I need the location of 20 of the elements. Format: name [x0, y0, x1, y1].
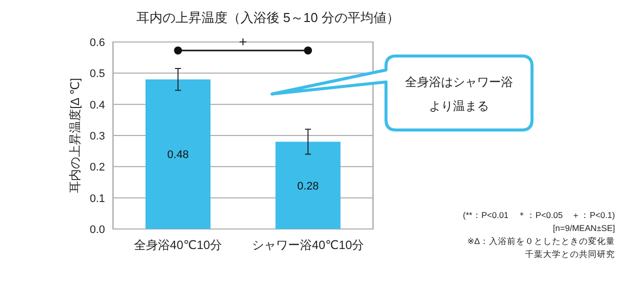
chart-title: 耳内の上昇温度（入浴後 5～10 分の平均値）	[136, 10, 400, 25]
text: [n=9/MEAN±SE]	[552, 223, 615, 233]
x-tick-label: 全身浴40℃10分	[134, 238, 222, 252]
data-label: 0.48	[167, 149, 189, 162]
text: 千葉大学との共同研究	[525, 249, 615, 259]
y-tick-label: 0.0	[90, 224, 105, 236]
y-tick-label: 0.4	[90, 99, 105, 112]
text: 全身浴はシャワー浴	[405, 75, 513, 89]
text: (**：P<0.01 ＊：P<0.05 ＋：P<0.1)	[462, 210, 616, 220]
y-tick-label: 0.5	[90, 68, 105, 80]
y-tick-label: 0.2	[90, 162, 105, 174]
text: ※Δ：入浴前を０としたときの変化量	[467, 236, 615, 246]
data-label: 0.28	[297, 180, 319, 192]
annotation: +	[238, 33, 248, 50]
x-tick-label: シャワー浴40℃10分	[252, 238, 364, 252]
y-tick-label: 0.3	[90, 130, 105, 142]
text: より温まる	[429, 99, 489, 113]
y-tick-label: 0.6	[90, 37, 105, 49]
y-tick-label: 0.1	[90, 192, 105, 205]
y-axis-title: 耳内の上昇温度[Δ ℃]	[68, 78, 82, 193]
